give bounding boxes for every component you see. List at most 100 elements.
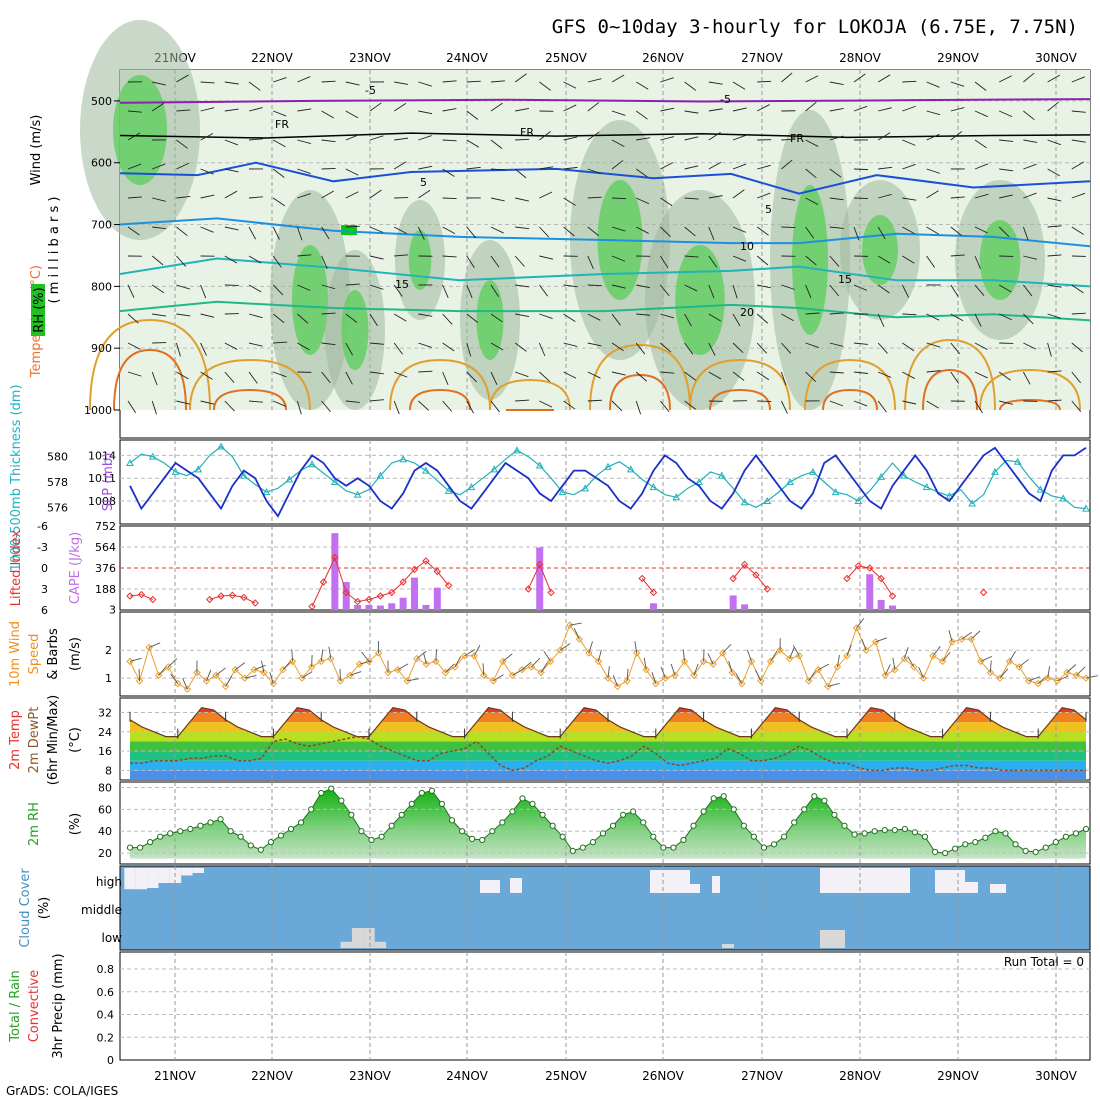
date-label-bottom: 24NOV — [446, 1069, 488, 1083]
wind-barb — [369, 226, 384, 233]
wind-barb — [466, 342, 472, 357]
wind-barb-10m — [464, 649, 476, 657]
rh-point — [569, 847, 576, 854]
wind-speed-point — [527, 663, 536, 671]
wind-barb — [127, 110, 142, 113]
wind-barb — [563, 104, 577, 112]
wind-barb — [974, 226, 988, 234]
wind-barb-10m — [932, 646, 941, 657]
wind-barb-10m — [903, 647, 909, 659]
thickness-point — [945, 491, 954, 499]
wind-barb — [684, 81, 697, 91]
wind-barb — [974, 400, 983, 414]
rh-tick-label: 60 — [98, 803, 112, 816]
wind-barb — [152, 313, 167, 317]
li-point — [866, 564, 874, 572]
wind-barb — [442, 342, 455, 352]
wind10m-label-c: & Barbs — [46, 628, 61, 680]
wind-barb — [853, 226, 860, 241]
wind-speed-point — [279, 666, 287, 674]
pressure-tick-label: 600 — [91, 157, 112, 170]
high-cloud-bar — [650, 870, 690, 893]
wind-barb-10m — [531, 657, 541, 668]
thickness-point — [262, 488, 271, 496]
wind-barb — [902, 105, 916, 112]
wind-barb — [781, 72, 793, 83]
li-point — [331, 553, 339, 562]
wind-barb — [660, 77, 674, 83]
wind-barb — [611, 255, 626, 262]
wind-barb — [781, 284, 795, 290]
wind-barb — [708, 284, 715, 299]
rh-point — [509, 808, 516, 815]
rh-point — [438, 800, 446, 807]
wind-barb — [515, 313, 530, 317]
wind-barb — [490, 197, 505, 202]
rh-point — [217, 816, 224, 823]
wind-barb — [1047, 225, 1062, 228]
wind-barb — [176, 284, 190, 290]
rh-point — [952, 845, 959, 852]
li-point — [126, 592, 134, 600]
wind-barb — [926, 400, 939, 409]
wind-barb — [757, 80, 772, 83]
wind-barb-10m — [361, 651, 370, 662]
rh-point — [630, 808, 637, 815]
wind-speed-point — [480, 671, 488, 679]
wind-barb — [587, 255, 594, 270]
wind-barb — [418, 342, 432, 348]
rh-point — [388, 822, 395, 829]
wind-speed-point — [374, 649, 383, 657]
wind-barb — [829, 400, 844, 407]
li-point — [228, 591, 237, 600]
wind-barb — [345, 400, 360, 403]
wind-speed-point — [852, 624, 861, 632]
isotherm-label: -5 — [720, 93, 731, 106]
wind-speed-point — [566, 621, 574, 629]
wind-barb — [563, 400, 576, 410]
wind-barb — [829, 371, 844, 374]
dewpoint-line — [130, 735, 1086, 772]
thickness-point — [786, 477, 794, 485]
wind-speed-point — [441, 668, 450, 677]
wind-barb-10m — [573, 628, 580, 640]
wind-speed-point — [193, 668, 201, 677]
wind-barb — [273, 341, 288, 344]
isotherm-label: 15 — [395, 278, 409, 291]
wind-barb — [200, 226, 214, 233]
wind-barb-10m — [693, 663, 699, 676]
high-cloud-bar — [192, 868, 204, 873]
wind-barb-10m — [980, 656, 992, 662]
wind-speed-point — [652, 679, 660, 688]
wind-speed-point — [307, 663, 316, 671]
wind-barb — [224, 81, 239, 85]
cloud-level-high: high — [96, 875, 122, 889]
cape-bar — [354, 604, 362, 610]
wind-barb — [926, 168, 941, 174]
rh-saturated-area — [408, 230, 432, 290]
wind-barb — [587, 284, 602, 287]
thickness-point — [422, 466, 430, 474]
wind-barb-10m — [789, 647, 795, 659]
wind-barb-10m — [454, 656, 462, 668]
wind-barb — [563, 313, 576, 323]
rh-peak-area — [341, 225, 357, 235]
wind-barb-10m — [875, 637, 888, 643]
wind-barb — [732, 189, 745, 199]
rh-point — [811, 793, 818, 800]
thickness-point — [171, 467, 180, 475]
li-point — [752, 571, 760, 579]
wind-barb — [998, 371, 1011, 381]
wind-barb — [732, 163, 747, 170]
wind-barb — [611, 400, 623, 412]
li-point — [433, 567, 441, 576]
rh-point — [901, 825, 908, 833]
hot-isotherm — [822, 388, 878, 411]
wind-barb — [176, 400, 191, 405]
rh-point — [469, 835, 476, 842]
rh-point — [126, 844, 134, 851]
rh-point — [287, 825, 295, 833]
wind-barb-10m — [423, 652, 427, 665]
wind-barb — [200, 168, 214, 175]
date-labels-top: 21NOV22NOV23NOV24NOV25NOV26NOV27NOV28NOV… — [154, 51, 1077, 65]
